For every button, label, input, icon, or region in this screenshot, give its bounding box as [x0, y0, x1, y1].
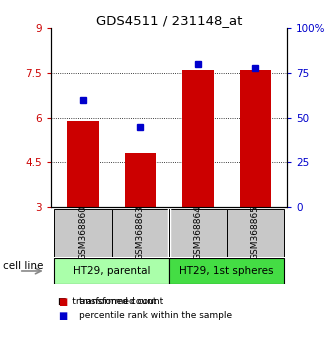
Text: GSM368860: GSM368860 [78, 205, 87, 260]
Bar [54, 209, 112, 257]
Text: HT29, 1st spheres: HT29, 1st spheres [180, 266, 274, 276]
Text: ■: ■ [58, 297, 67, 307]
Bar [112, 209, 169, 257]
Text: GSM368863: GSM368863 [136, 205, 145, 260]
Text: HT29, parental: HT29, parental [73, 266, 150, 276]
Bar [182, 70, 214, 207]
Text: ■: ■ [58, 311, 67, 321]
Title: GDS4511 / 231148_at: GDS4511 / 231148_at [96, 14, 242, 27]
Text: GSM368865: GSM368865 [251, 205, 260, 260]
Bar [240, 70, 271, 207]
Text: transformed count: transformed count [79, 297, 163, 306]
Bar [67, 121, 99, 207]
Bar [227, 209, 284, 257]
Text: ■  transformed count: ■ transformed count [58, 297, 156, 306]
Bar [124, 154, 156, 207]
Bar [169, 258, 284, 284]
Text: percentile rank within the sample: percentile rank within the sample [79, 311, 232, 320]
Text: cell line: cell line [3, 261, 44, 271]
Bar [169, 209, 227, 257]
Bar [54, 258, 169, 284]
Text: GSM368864: GSM368864 [193, 205, 202, 260]
